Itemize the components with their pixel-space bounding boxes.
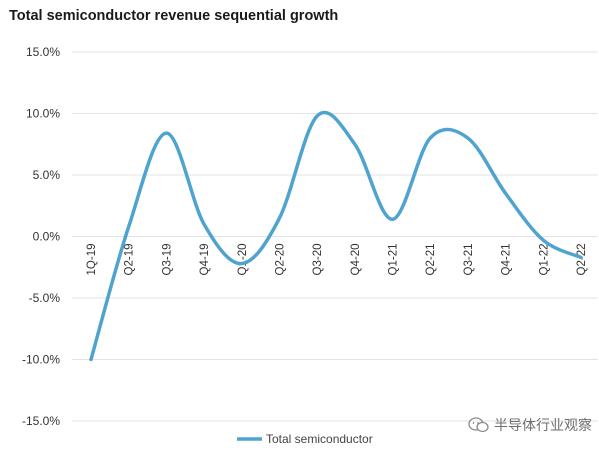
y-tick-label: -15.0% (22, 414, 60, 428)
gridlines (72, 51, 598, 422)
x-tick-label: Q2-22 (576, 244, 588, 276)
x-tick-label: Q3-21 (463, 244, 475, 276)
y-tick-label: 0.0% (33, 230, 61, 244)
x-tick-label: Q4-20 (350, 244, 362, 276)
legend-label: Total semiconductor (266, 432, 373, 446)
y-tick-label: -10.0% (22, 353, 60, 367)
x-tick-label: Q1-22 (538, 244, 550, 276)
x-tick-label: 1Q-19 (86, 244, 98, 276)
x-tick-label: Q3-19 (161, 244, 173, 276)
series-line (89, 110, 583, 362)
x-tick-label: Q2-20 (274, 244, 286, 276)
x-tick-label: Q4-21 (501, 243, 513, 275)
watermark: 半导体行业观察 (468, 415, 592, 435)
x-tick-label: Q1-21 (388, 244, 400, 276)
wechat-logo-icon (468, 417, 489, 433)
x-tick-label: Q3-20 (312, 244, 324, 276)
x-tick-label: Q2-21 (425, 244, 437, 276)
x-axis-ticks: 1Q-19 Q2-19 Q3-19 Q4-19 Q1-20 Q2-20 Q3-20 Q4-20… (86, 243, 588, 275)
y-tick-label: -5.0% (29, 291, 61, 305)
x-tick-label: Q2-19 (124, 244, 136, 276)
series-layer (89, 110, 583, 362)
legend: Total semiconductor (237, 432, 373, 446)
x-tick-label: Q4-19 (199, 244, 211, 276)
watermark-text: 半导体行业观察 (494, 418, 592, 434)
y-axis-ticks: 15.0% 10.0% 5.0% 0.0% -5.0% -10.0% -15.0% (22, 45, 60, 428)
y-tick-label: 15.0% (26, 45, 60, 59)
chart-title: Total semiconductor revenue sequential g… (9, 8, 339, 24)
y-tick-label: 5.0% (33, 168, 61, 182)
y-tick-label: 10.0% (26, 107, 60, 121)
x-tick-label: Q1-20 (237, 244, 249, 276)
